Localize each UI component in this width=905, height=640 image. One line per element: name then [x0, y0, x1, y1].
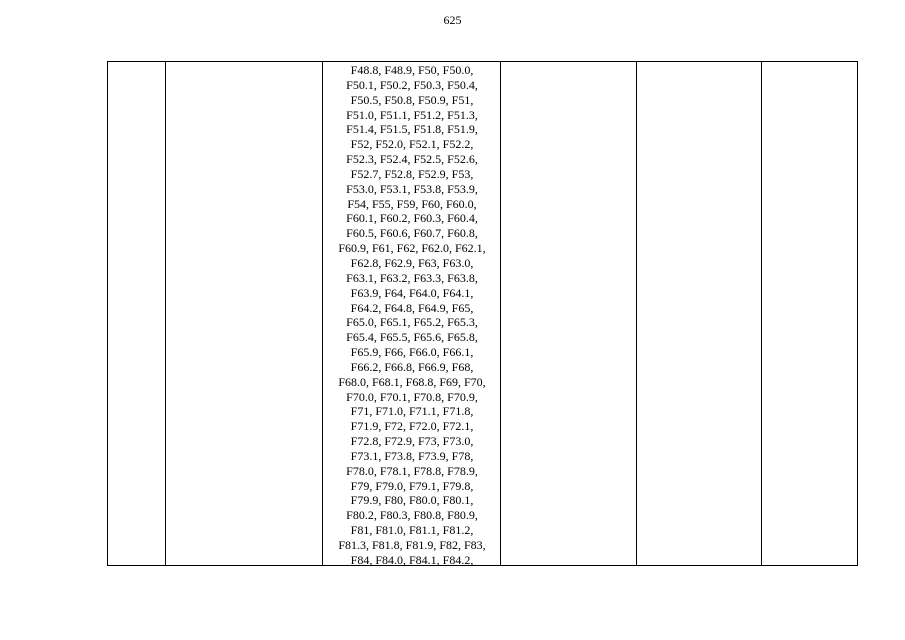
cell-line: F79, F79.0, F79.1, F79.8, — [350, 478, 474, 493]
cell-line: F51.0, F51.1, F51.2, F51.3, — [346, 107, 478, 122]
table-cell: F48.8, F48.9, F50, F50.0, F50.1, F50.2, F… — [323, 63, 501, 568]
cell-line: F54, F55, F59, F60, F60.0, — [347, 196, 477, 211]
table: F48.8, F48.9, F50, F50.0, F50.1, F50.2, F… — [107, 61, 858, 568]
column-border — [322, 62, 323, 565]
cell-line: F72.8, F72.9, F73, F73.0, — [350, 434, 474, 449]
cell-line: F68.0, F68.1, F68.8, F69, F70, — [338, 374, 486, 389]
cell-line: F53.0, F53.1, F53.8, F53.9, — [346, 181, 478, 196]
cell-line: F66.2, F66.8, F66.9, F68, — [350, 359, 474, 374]
cell-line: F60.5, F60.6, F60.7, F60.8, — [346, 226, 478, 241]
cell-line: F52.3, F52.4, F52.5, F52.6, — [346, 152, 478, 167]
column-border — [165, 62, 166, 565]
cell-line: F65.4, F65.5, F65.6, F65.8, — [346, 330, 478, 345]
column-border — [761, 62, 762, 565]
cell-line: F70.0, F70.1, F70.8, F70.9, — [346, 389, 478, 404]
cell-line: F50.1, F50.2, F50.3, F50.4, — [346, 77, 478, 92]
cell-line: F73.1, F73.8, F73.9, F78, — [350, 448, 474, 463]
cell-line: F78.0, F78.1, F78.8, F78.9, — [346, 463, 478, 478]
cell-line: F63.1, F63.2, F63.3, F63.8, — [346, 270, 478, 285]
column-border — [636, 62, 637, 565]
cell-line: F79.9, F80, F80.0, F80.1, — [350, 493, 474, 508]
cell-line: F52.7, F52.8, F52.9, F53, — [350, 166, 474, 181]
cell-line: F60.9, F61, F62, F62.0, F62.1, — [338, 241, 486, 256]
cell-line: F62.8, F62.9, F63, F63.0, — [350, 255, 474, 270]
cell-line: F65.9, F66, F66.0, F66.1, — [350, 345, 474, 360]
cell-line: F71, F71.0, F71.1, F71.8, — [350, 404, 474, 419]
cell-line: F81, F81.0, F81.1, F81.2, — [350, 523, 474, 538]
cell-line: F84, F84.0, F84.1, F84.2, — [350, 552, 474, 567]
cell-line: F80.2, F80.3, F80.8, F80.9, — [346, 508, 478, 523]
cell-line: F65.0, F65.1, F65.2, F65.3, — [346, 315, 478, 330]
cell-line: F52, F52.0, F52.1, F52.2, — [350, 137, 474, 152]
cell-line: F51.4, F51.5, F51.8, F51.9, — [346, 122, 478, 137]
column-border — [500, 62, 501, 565]
cell-line: F63.9, F64, F64.0, F64.1, — [350, 285, 474, 300]
cell-line: F60.1, F60.2, F60.3, F60.4, — [346, 211, 478, 226]
cell-line: F48.8, F48.9, F50, F50.0, — [350, 63, 474, 77]
cell-line: F81.3, F81.8, F81.9, F82, F83, — [338, 538, 486, 552]
cell-line: F50.5, F50.8, F50.9, F51, — [350, 92, 474, 107]
cell-line: F64.2, F64.8, F64.9, F65, — [350, 300, 474, 315]
page-number: 625 — [443, 13, 462, 27]
cell-line: F71.9, F72, F72.0, F72.1, — [350, 419, 474, 434]
